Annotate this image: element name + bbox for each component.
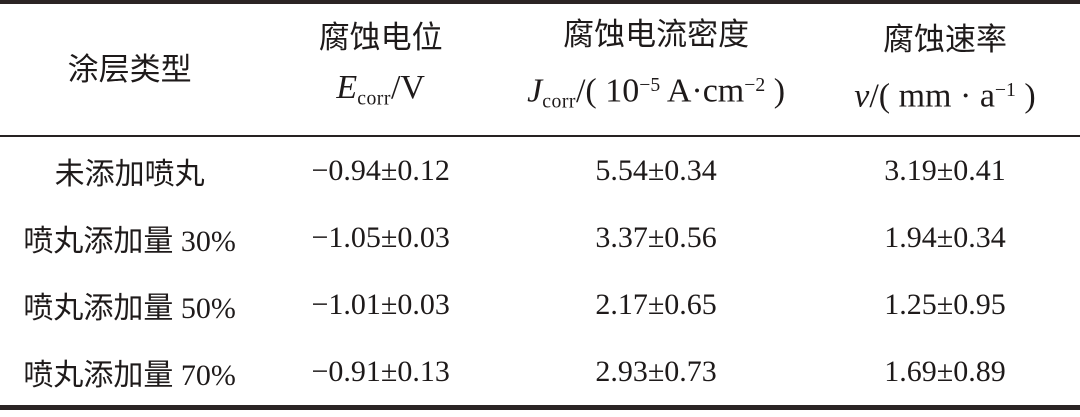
- table-row: 喷丸添加量 30% −1.05±0.03 3.37±0.56 1.94±0.34: [0, 204, 1080, 271]
- cell-corrosion-current-density: 5.54±0.34: [595, 153, 717, 187]
- cell-coating-type: 喷丸添加量 70%: [23, 358, 236, 392]
- table-header: 涂层类型 腐蚀电位 Ecorr/V 腐蚀电流密度 Jcorr/( 10−5 A·…: [0, 4, 1080, 135]
- cell-corrosion-current-density: 3.37±0.56: [595, 220, 717, 254]
- cell-coating-type: 喷丸添加量 50%: [23, 291, 236, 325]
- unit-formula-jcorr: Jcorr/( 10−5 A·cm−2 ): [527, 72, 786, 113]
- column-header-corrosion-potential: 腐蚀电位 Ecorr/V: [259, 4, 502, 135]
- cell-corrosion-rate: 1.25±0.95: [884, 287, 1006, 321]
- cell-corrosion-rate: 1.94±0.34: [884, 220, 1006, 254]
- table-top-rule: [0, 0, 1080, 4]
- unit-formula-rate: v/( mm · a−1 ): [854, 77, 1036, 115]
- column-header-coating-type: 涂层类型: [0, 4, 259, 135]
- unit-formula-ecorr: Ecorr/V: [336, 69, 425, 110]
- table-row: 喷丸添加量 50% −1.01±0.03 2.17±0.65 1.25±0.95: [0, 271, 1080, 338]
- column-title-corrosion-current-density: 腐蚀电流密度: [563, 17, 750, 53]
- cell-corrosion-current-density: 2.93±0.73: [595, 354, 717, 388]
- table-body: 未添加喷丸 −0.94±0.12 5.54±0.34 3.19±0.41 喷丸添…: [0, 137, 1080, 405]
- column-header-corrosion-current-density: 腐蚀电流密度 Jcorr/( 10−5 A·cm−2 ): [502, 4, 810, 135]
- cell-corrosion-rate: 3.19±0.41: [884, 153, 1006, 187]
- cell-corrosion-potential: −1.05±0.03: [311, 220, 450, 254]
- table-header-rule: [0, 135, 1080, 137]
- column-title-corrosion-rate: 腐蚀速率: [882, 22, 1007, 58]
- data-table-body: 未添加喷丸 −0.94±0.12 5.54±0.34 3.19±0.41 喷丸添…: [0, 137, 1080, 405]
- data-table: 涂层类型 腐蚀电位 Ecorr/V 腐蚀电流密度 Jcorr/( 10−5 A·…: [0, 4, 1080, 135]
- cell-corrosion-potential: −1.01±0.03: [311, 287, 450, 321]
- cell-corrosion-rate: 1.69±0.89: [884, 354, 1006, 388]
- cell-corrosion-potential: −0.91±0.13: [311, 354, 450, 388]
- column-title-coating-type: 涂层类型: [67, 51, 192, 87]
- cell-coating-type: 喷丸添加量 30%: [23, 224, 236, 258]
- column-header-corrosion-rate: 腐蚀速率 v/( mm · a−1 ): [810, 4, 1080, 135]
- header-row: 涂层类型 腐蚀电位 Ecorr/V 腐蚀电流密度 Jcorr/( 10−5 A·…: [0, 4, 1080, 135]
- table-row: 喷丸添加量 70% −0.91±0.13 2.93±0.73 1.69±0.89: [0, 338, 1080, 405]
- cell-corrosion-potential: −0.94±0.12: [311, 153, 450, 187]
- cell-coating-type: 未添加喷丸: [54, 157, 205, 191]
- table-bottom-rule: [0, 405, 1080, 410]
- column-title-corrosion-potential: 腐蚀电位: [318, 20, 443, 56]
- cell-corrosion-current-density: 2.17±0.65: [595, 287, 717, 321]
- table-row: 未添加喷丸 −0.94±0.12 5.54±0.34 3.19±0.41: [0, 137, 1080, 204]
